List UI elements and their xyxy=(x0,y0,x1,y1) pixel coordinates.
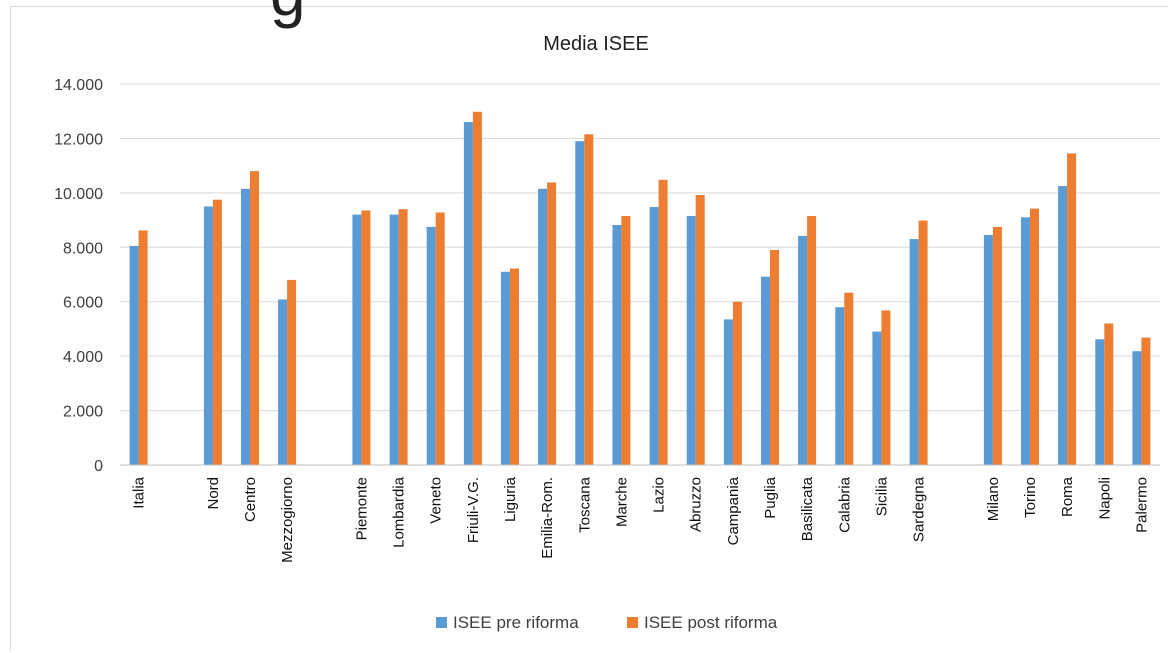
gridlines xyxy=(120,83,1160,412)
x-tick-label: Basilicata xyxy=(799,476,816,541)
y-tick-label: 6.000 xyxy=(63,295,103,312)
bar-post-emilia-rom- xyxy=(547,182,557,465)
bar-post-napoli xyxy=(1104,323,1114,465)
bar-pre-torino xyxy=(1021,217,1030,465)
x-tick-label: Calabria xyxy=(836,476,853,533)
bar-post-sicilia xyxy=(881,310,891,465)
x-tick-label: Italia xyxy=(131,476,148,508)
x-tick-label: Sardegna xyxy=(911,476,928,542)
bar-pre-toscana xyxy=(575,141,585,465)
x-tick-label: Nord xyxy=(205,477,222,510)
x-tick-label: Mezzogiorno xyxy=(279,477,296,563)
bar-pre-piemonte xyxy=(352,214,362,465)
y-tick-label: 12.000 xyxy=(54,131,103,148)
bar-pre-milano xyxy=(983,235,993,465)
y-axis-ticks: 0 2.000 4.000 6.000 8.000 10.000 12.000 14.000 xyxy=(54,77,103,475)
x-tick-label: Lazio xyxy=(651,477,668,513)
x-tick-label: Napoli xyxy=(1096,477,1113,520)
bar-post-centro xyxy=(250,171,259,465)
bar-post-lombardia xyxy=(398,209,408,465)
x-tick-label: Campania xyxy=(725,476,742,545)
bar-pre-calabria xyxy=(835,307,845,465)
legend-label-post: ISEE post riforma xyxy=(644,613,778,632)
bar-pre-sardegna xyxy=(909,239,919,465)
x-tick-label: Lombardia xyxy=(391,476,408,548)
bar-pre-veneto xyxy=(426,226,436,465)
legend-label-pre: ISEE pre riforma xyxy=(453,613,579,632)
bar-pre-lombardia xyxy=(389,214,399,465)
x-tick-label: Milano xyxy=(985,477,1002,521)
y-tick-label: 10.000 xyxy=(54,186,103,203)
bar-post-puglia xyxy=(770,250,779,465)
bar-post-sardegna xyxy=(918,220,928,465)
bar-pre-friuli-v-g- xyxy=(463,122,473,465)
x-tick-label: Emilia-Rom. xyxy=(539,477,556,559)
bar-post-roma xyxy=(1067,153,1077,465)
bar-post-lazio xyxy=(658,179,668,466)
x-tick-label: Torino xyxy=(1022,477,1039,518)
y-tick-label: 8.000 xyxy=(63,240,103,257)
x-tick-label: Friuli-V.G. xyxy=(465,477,482,543)
bar-post-palermo xyxy=(1141,337,1151,465)
bar-post-campania xyxy=(732,301,742,465)
bar-post-abruzzo xyxy=(695,195,705,465)
y-tick-label: 0 xyxy=(94,458,103,475)
bar-post-torino xyxy=(1030,208,1039,465)
x-tick-label: Liguria xyxy=(502,476,519,522)
bar-post-marche xyxy=(621,216,631,465)
bar-pre-italia xyxy=(129,245,139,465)
bars xyxy=(129,111,1151,466)
x-tick-label: Abruzzo xyxy=(688,477,705,532)
bar-pre-nord xyxy=(203,206,213,465)
bar-post-friuli-v-g- xyxy=(472,111,482,466)
clipped-heading-fragment: g xyxy=(270,0,306,30)
x-tick-label: Sicilia xyxy=(873,476,890,516)
bar-pre-palermo xyxy=(1132,351,1142,465)
x-tick-label: Palermo xyxy=(1133,477,1150,533)
legend-swatch-post xyxy=(627,617,638,628)
bar-pre-sicilia xyxy=(872,331,882,465)
bar-pre-centro xyxy=(241,188,250,466)
x-tick-label: Piemonte xyxy=(353,477,370,540)
x-tick-label: Puglia xyxy=(762,476,779,518)
bar-post-veneto xyxy=(435,212,445,465)
chart-title: Media ISEE xyxy=(543,33,649,55)
bar-pre-abruzzo xyxy=(686,216,696,465)
bar-pre-napoli xyxy=(1095,339,1105,465)
x-tick-label: Centro xyxy=(242,477,259,522)
bar-post-italia xyxy=(138,230,148,465)
bar-post-nord xyxy=(212,199,222,465)
bar-pre-basilicata xyxy=(798,235,808,465)
bar-post-milano xyxy=(992,226,1002,465)
x-tick-label: Roma xyxy=(1059,476,1076,517)
x-axis-ticks: Italia Nord Centro Mezzogiorno Piemonte Lomba… xyxy=(131,476,1151,563)
bar-pre-liguria xyxy=(501,271,510,465)
bar-post-mezzogiorno xyxy=(287,279,297,465)
x-tick-label: Toscana xyxy=(576,476,593,533)
bar-pre-lazio xyxy=(649,207,659,465)
bar-post-piemonte xyxy=(361,210,371,465)
bar-post-basilicata xyxy=(807,216,817,465)
y-tick-label: 4.000 xyxy=(63,349,103,366)
bar-pre-roma xyxy=(1058,186,1068,465)
bar-post-toscana xyxy=(584,134,594,466)
bar-pre-puglia xyxy=(761,276,770,465)
legend-swatch-pre xyxy=(436,617,447,628)
y-tick-label: 2.000 xyxy=(63,404,103,421)
bar-post-calabria xyxy=(844,292,854,465)
y-tick-label: 14.000 xyxy=(54,77,103,94)
x-tick-label: Veneto xyxy=(428,477,445,524)
bar-pre-mezzogiorno xyxy=(278,299,288,465)
bar-pre-campania xyxy=(723,319,733,465)
bar-post-liguria xyxy=(510,268,519,465)
x-tick-label: Marche xyxy=(613,477,630,527)
bar-pre-emilia-rom- xyxy=(538,188,548,466)
legend: ISEE pre riforma ISEE post riforma xyxy=(436,613,778,632)
bar-pre-marche xyxy=(612,225,622,465)
